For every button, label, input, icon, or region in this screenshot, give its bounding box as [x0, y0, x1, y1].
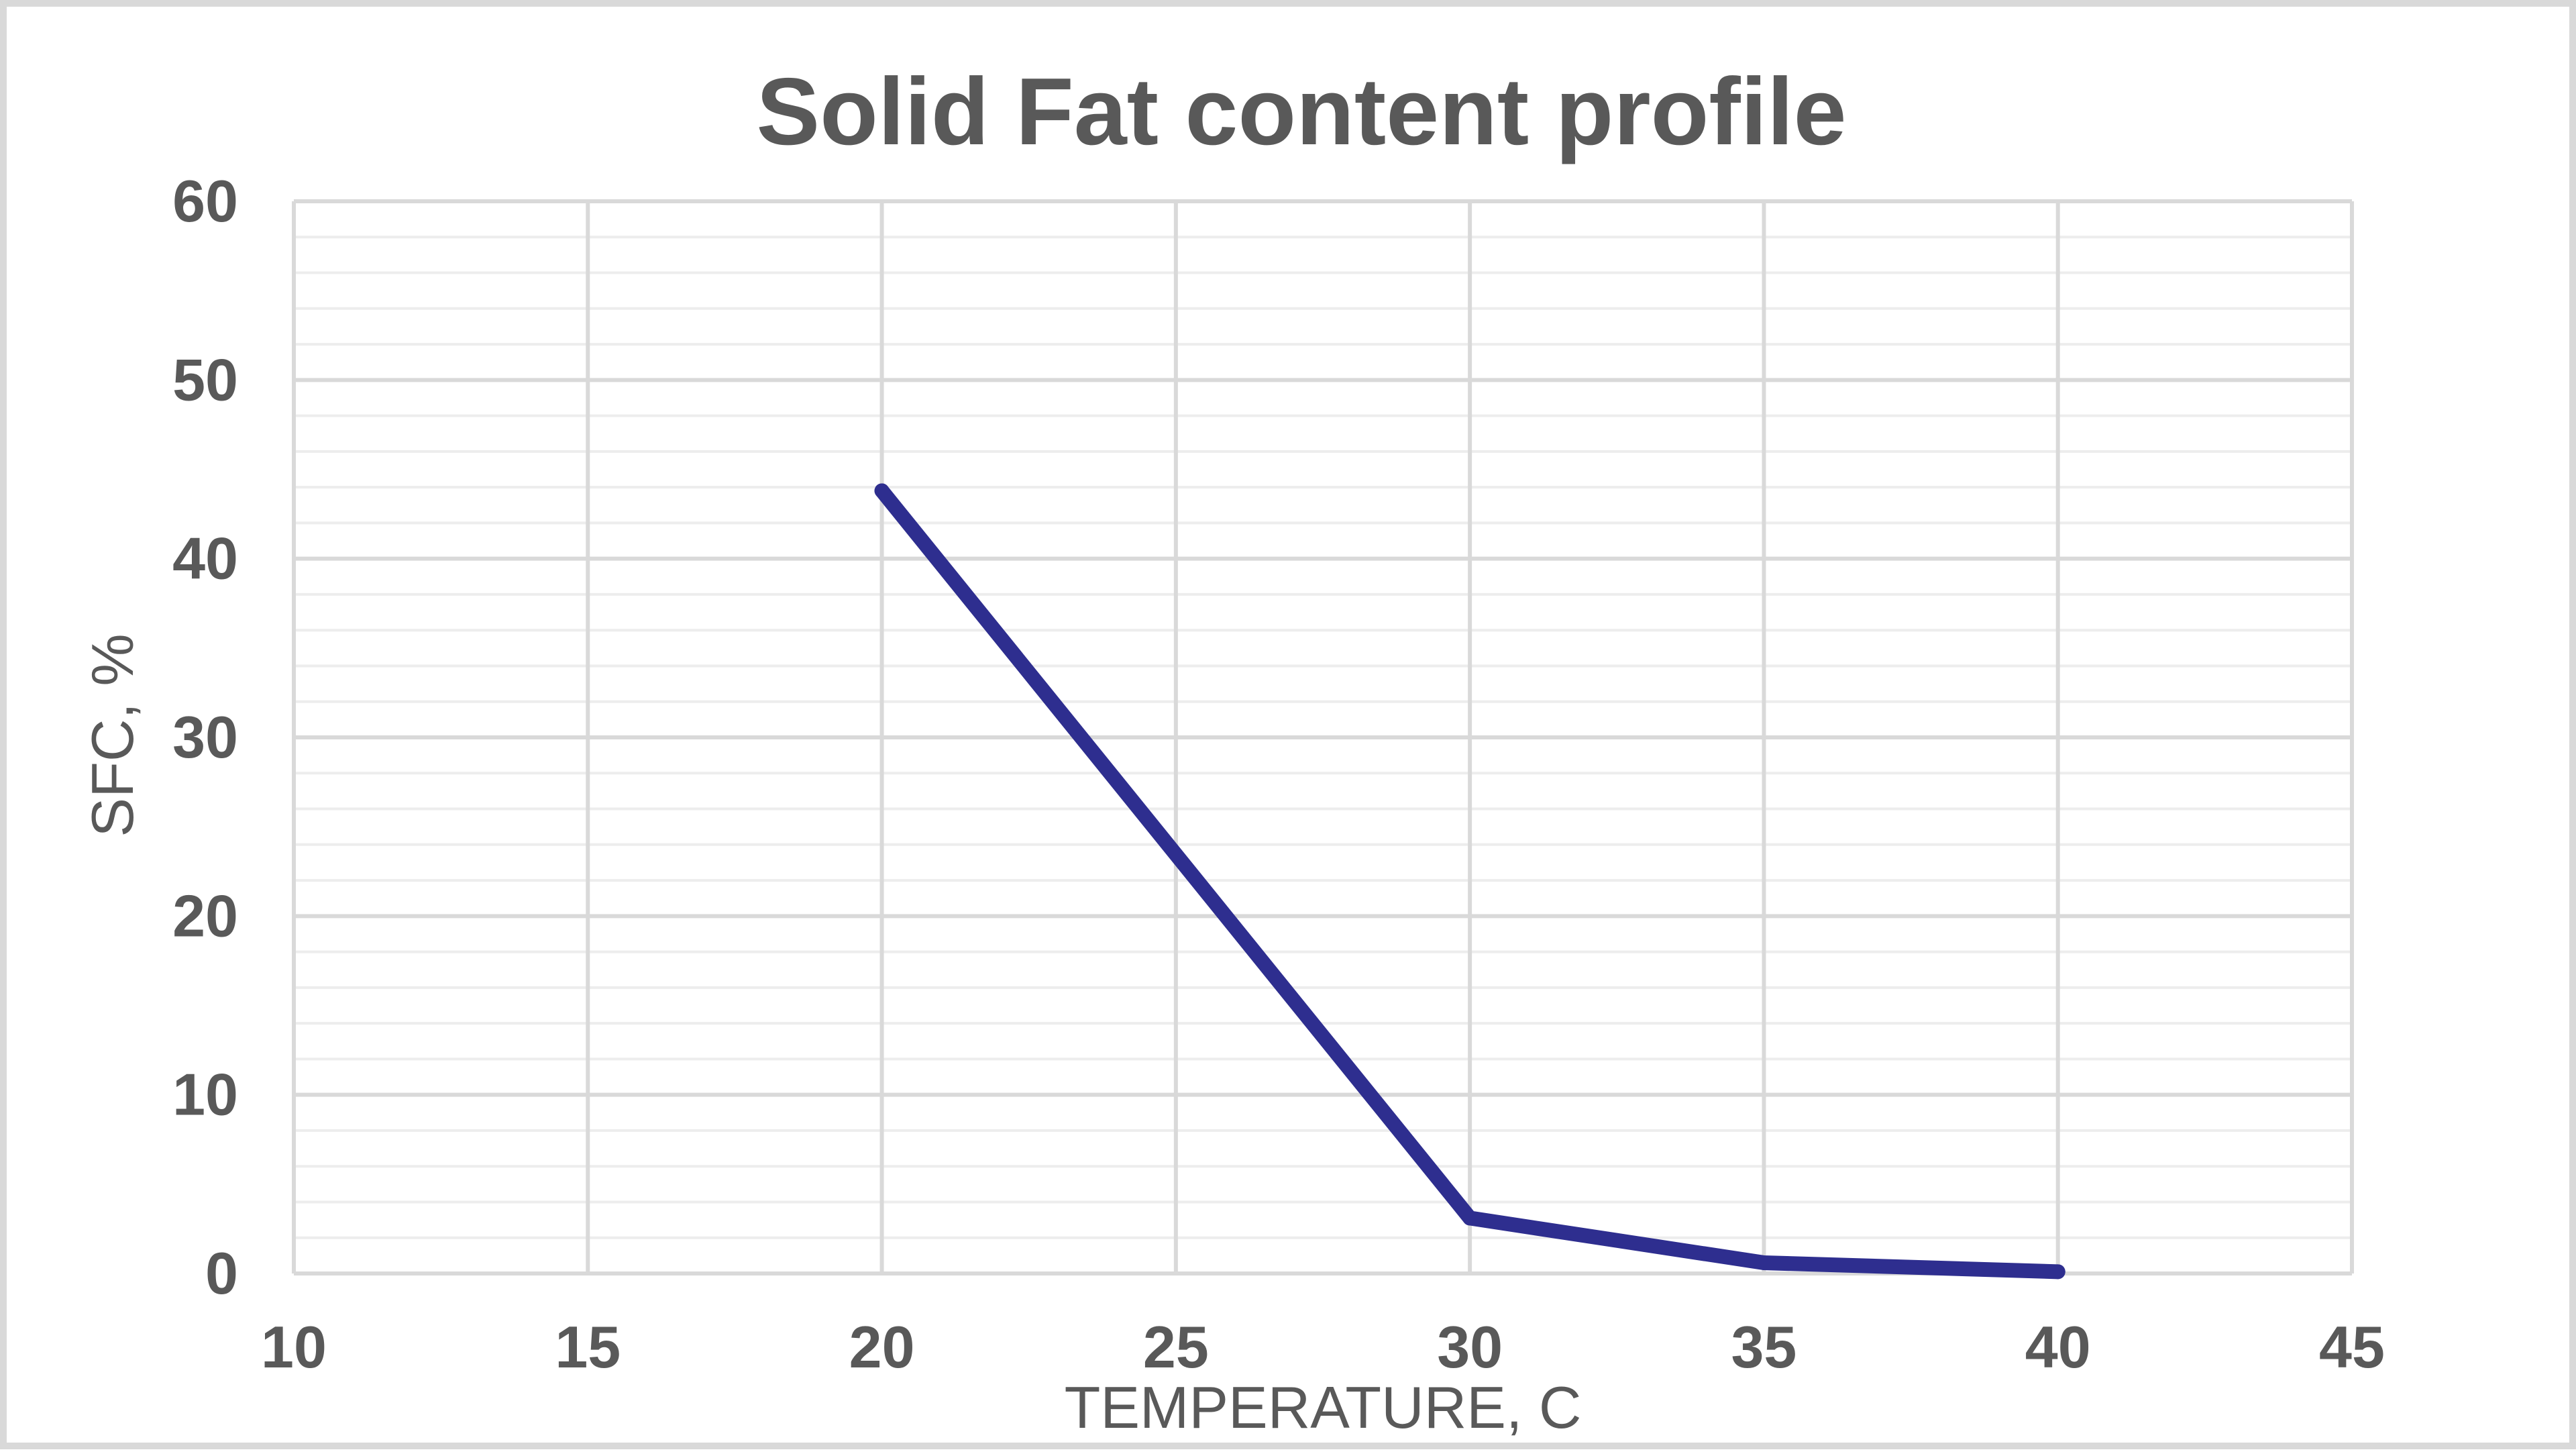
- x-axis-title: TEMPERATURE, C: [1065, 1374, 1582, 1441]
- x-tick-label: 45: [2319, 1314, 2385, 1380]
- x-tick-label: 35: [1731, 1314, 1796, 1380]
- x-tick-label: 30: [1437, 1314, 1503, 1380]
- line-chart: 10 15 20 25 30 35 40 45 0 10 20 30 40 50 60 Solid Fat…: [79, 58, 2385, 1441]
- y-tick-label: 20: [172, 882, 238, 949]
- y-axis-title: SFC, %: [79, 633, 146, 837]
- x-axis-ticks: 10 15 20 25 30 35 40 45: [261, 1314, 2385, 1380]
- minor-gridlines: [294, 236, 2352, 1239]
- major-gridlines: [292, 199, 2354, 1276]
- chart-title: Solid Fat content profile: [756, 58, 1846, 165]
- y-tick-label: 40: [172, 525, 238, 592]
- y-tick-label: 60: [172, 168, 238, 234]
- data-point: [874, 483, 890, 499]
- y-tick-label: 30: [172, 704, 238, 770]
- series-line: [874, 483, 2065, 1280]
- data-point: [1756, 1255, 1772, 1271]
- data-point: [1462, 1210, 1478, 1226]
- x-tick-label: 25: [1143, 1314, 1209, 1380]
- x-tick-label: 10: [261, 1314, 327, 1380]
- data-point: [2050, 1264, 2065, 1280]
- x-tick-label: 15: [555, 1314, 621, 1380]
- y-axis-ticks: 0 10 20 30 40 50 60: [172, 168, 238, 1306]
- y-tick-label: 10: [172, 1061, 238, 1128]
- x-tick-label: 20: [849, 1314, 915, 1380]
- series-layer: [874, 483, 2065, 1280]
- y-tick-label: 50: [172, 346, 238, 413]
- y-tick-label: 0: [205, 1240, 238, 1306]
- x-tick-label: 40: [2025, 1314, 2091, 1380]
